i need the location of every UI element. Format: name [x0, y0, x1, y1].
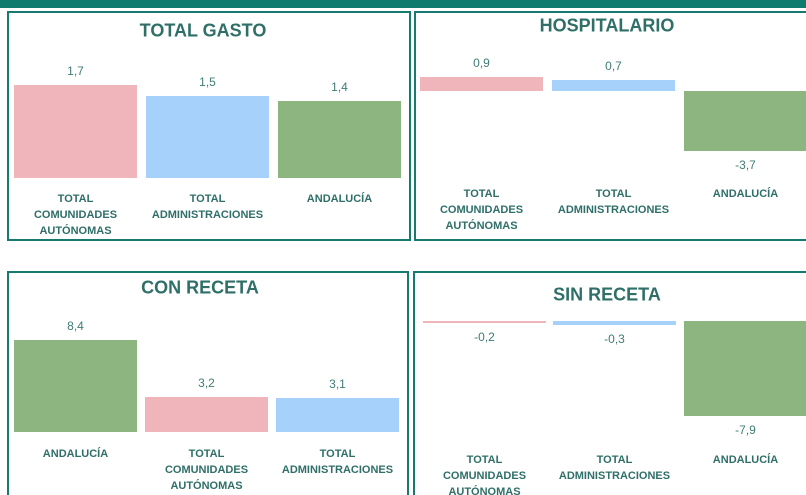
- value-label: 1,4: [331, 80, 348, 95]
- bar: [553, 321, 676, 325]
- value-label: -3,7: [735, 157, 756, 172]
- bar: [14, 340, 137, 432]
- panel: [7, 11, 411, 241]
- value-label: 8,4: [67, 319, 84, 333]
- value-label: -7,9: [735, 423, 756, 437]
- category-label: ANDALUCÍA: [306, 193, 373, 205]
- category-label: TOTAL COMUNIDADES AUTÓNOMAS: [33, 193, 118, 237]
- value-label: 0,7: [605, 58, 622, 73]
- panel: [413, 271, 806, 495]
- bar: [14, 85, 137, 178]
- category-label: TOTAL ADMINISTRACIONES: [558, 454, 671, 482]
- bar: [278, 101, 401, 178]
- category-label: TOTAL ADMINISTRACIONES: [151, 193, 264, 221]
- panel: [7, 271, 409, 495]
- panel: [414, 11, 806, 241]
- panel-title: TOTAL GASTO: [139, 20, 267, 41]
- category-label: TOTAL ADMINISTRACIONES: [281, 448, 394, 476]
- value-label: 1,7: [67, 64, 84, 78]
- bar: [146, 95, 269, 178]
- bar: [145, 396, 268, 432]
- value-label: 1,5: [199, 74, 216, 89]
- bar: [684, 91, 806, 151]
- category-label: ANDALUCÍA: [712, 454, 779, 466]
- bar: [276, 398, 399, 432]
- panel-title: HOSPITALARIO: [539, 15, 675, 36]
- value-label: 3,2: [198, 375, 215, 390]
- category-label: ANDALUCÍA: [42, 448, 109, 460]
- bar: [420, 76, 543, 91]
- category-label: TOTAL COMUNIDADES AUTÓNOMAS: [442, 454, 527, 495]
- bar: [684, 321, 806, 416]
- top-bar: [0, 0, 806, 8]
- category-label: TOTAL COMUNIDADES AUTÓNOMAS: [439, 188, 524, 232]
- category-label: ANDALUCÍA: [712, 188, 779, 200]
- value-label: -0,2: [474, 330, 495, 345]
- panel-title: SIN RECETA: [553, 284, 661, 305]
- bar: [423, 321, 546, 324]
- category-label: TOTAL COMUNIDADES AUTÓNOMAS: [164, 448, 249, 492]
- value-label: -0,3: [604, 331, 625, 346]
- panel-title: CON RECETA: [141, 277, 259, 298]
- value-label: 3,1: [329, 377, 346, 392]
- bar: [552, 79, 675, 91]
- category-label: TOTAL ADMINISTRACIONES: [557, 188, 670, 216]
- value-label: 0,9: [473, 55, 490, 70]
